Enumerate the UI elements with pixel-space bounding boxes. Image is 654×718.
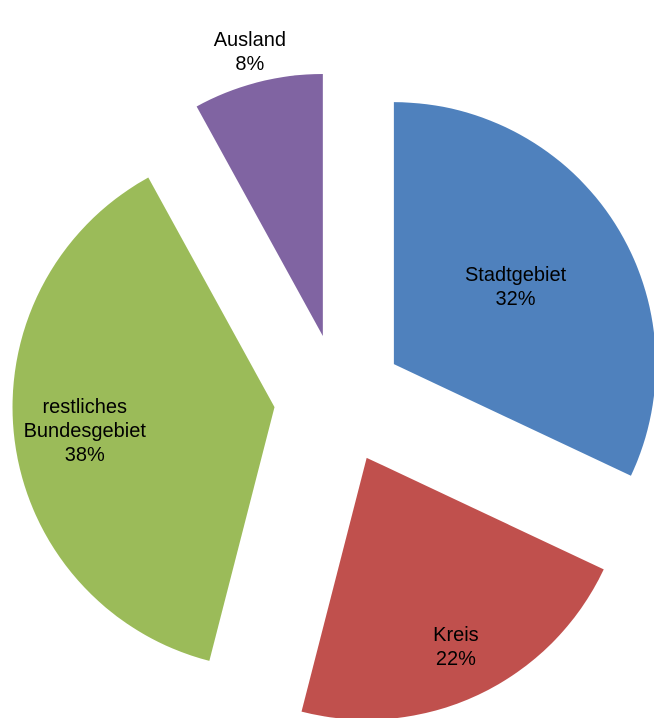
- slice-label: Ausland 8%: [214, 28, 286, 76]
- pie-slice: [393, 102, 654, 476]
- value-label: 8%: [235, 52, 265, 75]
- pie-slice: [12, 177, 275, 661]
- category-label: Stadtgebiet: [464, 263, 567, 286]
- value-label: 32%: [495, 287, 536, 310]
- slice-label: restliches Bundesgebiet 38%: [5, 395, 165, 467]
- category-label: Ausland: [213, 28, 286, 51]
- category-label: restliches Bundesgebiet: [23, 396, 146, 443]
- pie-slice: [301, 457, 604, 718]
- value-label: 38%: [64, 444, 105, 467]
- slice-label: Kreis 22%: [433, 623, 479, 671]
- slice-label: Stadtgebiet 32%: [465, 263, 566, 311]
- value-label: 22%: [435, 648, 476, 671]
- pie-slice: [196, 74, 323, 337]
- category-label: Kreis: [433, 624, 479, 647]
